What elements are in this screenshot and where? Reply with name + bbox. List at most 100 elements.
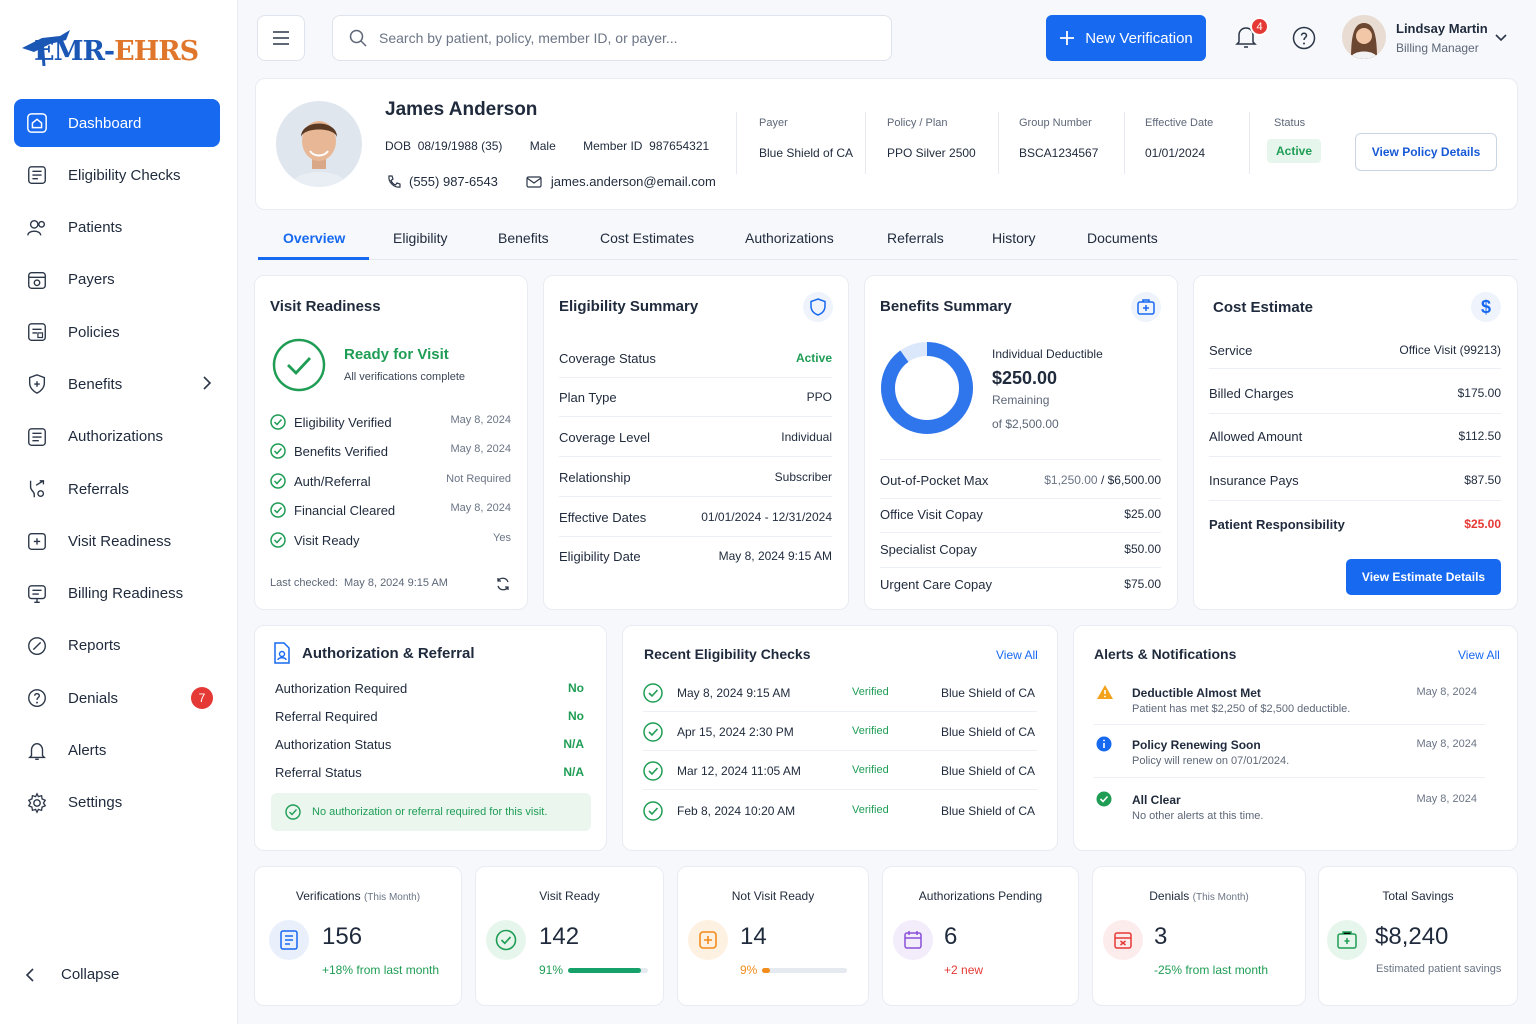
stat-not-visit-ready[interactable]: Not Visit Ready 14 9% (677, 866, 869, 1006)
emr-ehrs-logo[interactable]: EMR-EHRS (20, 26, 210, 70)
tab-authorizations[interactable]: Authorizations (745, 230, 834, 246)
view-estimate-details-button[interactable]: View Estimate Details (1346, 559, 1501, 595)
readiness-status: Ready for Visit (344, 346, 449, 363)
view-all-alerts-link[interactable]: View All (1458, 648, 1500, 662)
chevron-right-icon[interactable] (202, 376, 212, 391)
field-value: BSCA1234567 (1019, 146, 1099, 160)
check-date: Feb 8, 2024 10:20 AM (677, 804, 796, 818)
sidebar-item-authorizations[interactable]: Authorizations (14, 413, 220, 461)
stat-icon-badge (893, 920, 933, 960)
patient-name: James Anderson (385, 99, 538, 120)
refresh-icon[interactable] (495, 576, 511, 592)
authorization-icon (28, 427, 46, 446)
tab-cost-estimates[interactable]: Cost Estimates (600, 230, 695, 246)
tab-benefits[interactable]: Benefits (498, 230, 549, 246)
caduceus-logo-icon (22, 30, 70, 66)
sidebar-item-eligibility-checks[interactable]: Eligibility Checks (14, 151, 220, 199)
field-value: PPO Silver 2500 (887, 146, 976, 160)
stat-icon-badge (1327, 920, 1367, 960)
sidebar-item-reports[interactable]: Reports (14, 622, 220, 670)
sidebar-item-visit-readiness[interactable]: Visit Readiness (14, 517, 220, 565)
check-circle-icon (270, 473, 286, 489)
sidebar-item-billing-readiness[interactable]: Billing Readiness (14, 570, 220, 618)
row-value: $112.50 (1458, 429, 1502, 443)
dollar-icon: $ (1480, 296, 1491, 317)
user-avatar[interactable] (1342, 15, 1386, 59)
check-payer: Blue Shield of CA (940, 804, 1035, 818)
stat-denials[interactable]: Denials (This Month) 3 -25% from last mo… (1092, 866, 1306, 1006)
tab-eligibility[interactable]: Eligibility (393, 230, 448, 246)
success-check-icon (1096, 791, 1112, 807)
check-row[interactable]: Feb 8, 2024 10:20 AM Verified Blue Shield … (643, 801, 1037, 822)
stat-verifications[interactable]: Verifications (This Month) 156 +18% from… (254, 866, 462, 1006)
check-row[interactable]: Mar 12, 2024 11:05 AM Verified Blue Shield… (643, 761, 1037, 782)
auth-note-text: No authorization or referral required fo… (312, 806, 548, 818)
progress-fill (568, 968, 641, 973)
sidebar-item-dashboard[interactable]: Dashboard (14, 99, 220, 147)
eligibility-row: Eligibility Date May 8, 2024 9:15 AM (559, 549, 832, 564)
sidebar-item-patients[interactable]: Patients (14, 204, 220, 252)
remaining-label: Remaining (992, 393, 1050, 407)
new-verification-button[interactable]: New Verification (1046, 15, 1206, 61)
stat-visit-ready[interactable]: Visit Ready 142 91% (475, 866, 664, 1006)
divider (1124, 112, 1125, 174)
row-value: $87.50 (1464, 473, 1501, 487)
row-label: Authorization Required (275, 681, 408, 696)
divider (559, 416, 832, 417)
user-name[interactable]: Lindsay Martin (1396, 21, 1488, 36)
patient-email[interactable]: james.anderson@email.com (550, 174, 716, 189)
alert-date: May 8, 2024 (1416, 686, 1477, 698)
tab-history[interactable]: History (992, 230, 1036, 246)
stat-note: -25% from last month (1154, 963, 1269, 977)
view-all-checks-link[interactable]: View All (996, 648, 1038, 662)
medical-alert-icon (699, 931, 717, 949)
check-date: Mar 12, 2024 11:05 AM (677, 764, 801, 778)
field-label: Policy / Plan (887, 117, 948, 129)
row-label: Coverage Status (559, 351, 656, 366)
hamburger-icon (273, 31, 289, 45)
divider (559, 377, 832, 378)
check-row[interactable]: Apr 15, 2024 2:30 PM Verified Blue Shield … (643, 722, 1037, 743)
collapse-sidebar-button[interactable]: Collapse (24, 966, 119, 983)
row-label: Insurance Pays (1209, 473, 1299, 488)
divider (880, 567, 1161, 568)
search-input[interactable] (379, 30, 859, 46)
stat-authorizations-pending[interactable]: Authorizations Pending 6 +2 new (882, 866, 1079, 1006)
sidebar-item-benefits[interactable]: Benefits (14, 360, 220, 408)
sidebar-item-alerts[interactable]: Alerts (14, 727, 220, 775)
sidebar-item-denials[interactable]: Denials 7 (14, 674, 220, 722)
group-number-field: Group Number BSCA1234567 (1019, 117, 1098, 160)
sidebar-item-policies[interactable]: Policies (14, 308, 220, 356)
sidebar-item-payers[interactable]: Payers (14, 256, 220, 304)
view-policy-details-button[interactable]: View Policy Details (1355, 133, 1497, 171)
alert-date: May 8, 2024 (1416, 793, 1477, 805)
tab-documents[interactable]: Documents (1087, 230, 1158, 246)
chevron-down-icon[interactable] (1495, 34, 1507, 42)
help-icon[interactable] (1292, 26, 1316, 50)
row-value: May 8, 2024 9:15 AM (718, 549, 832, 563)
tab-referrals[interactable]: Referrals (887, 230, 944, 246)
oop-max: / $6,500.00 (1097, 473, 1161, 487)
cost-estimate-card: Cost Estimate $ Service Office Visit (992… (1193, 275, 1518, 610)
divider (643, 750, 1037, 751)
card-title: Authorization & Referral (302, 645, 475, 662)
sidebar-item-referrals[interactable]: Referrals (14, 465, 220, 513)
logo-text: EMR-EHRS (34, 36, 199, 67)
notifications-bell-icon[interactable] (1234, 24, 1258, 50)
check-row[interactable]: May 8, 2024 9:15 AM Verified Blue Shield o… (643, 683, 1037, 704)
stat-title-text: Authorizations Pending (918, 889, 1043, 903)
field-value: 01/01/2024 (1145, 146, 1206, 160)
patient-phone[interactable]: (555) 987-6543 (409, 174, 498, 189)
check-payer: Blue Shield of CA (940, 686, 1035, 700)
stat-value: 3 (1154, 923, 1168, 950)
menu-toggle-button[interactable] (257, 15, 305, 61)
sidebar-item-settings[interactable]: Settings (14, 779, 220, 827)
readiness-item-label: Financial Cleared (294, 502, 396, 518)
tab-overview[interactable]: Overview (283, 230, 346, 246)
savings-wallet-icon (1337, 931, 1357, 949)
dob-value: 08/19/1988 (35) (417, 139, 503, 153)
stat-total-savings[interactable]: Total Savings $8,240 Estimated patient s… (1318, 866, 1518, 1006)
patient-sex: Male (529, 139, 556, 153)
stat-note: 9% (740, 963, 758, 977)
row-label: Patient Responsibility (1209, 517, 1345, 532)
